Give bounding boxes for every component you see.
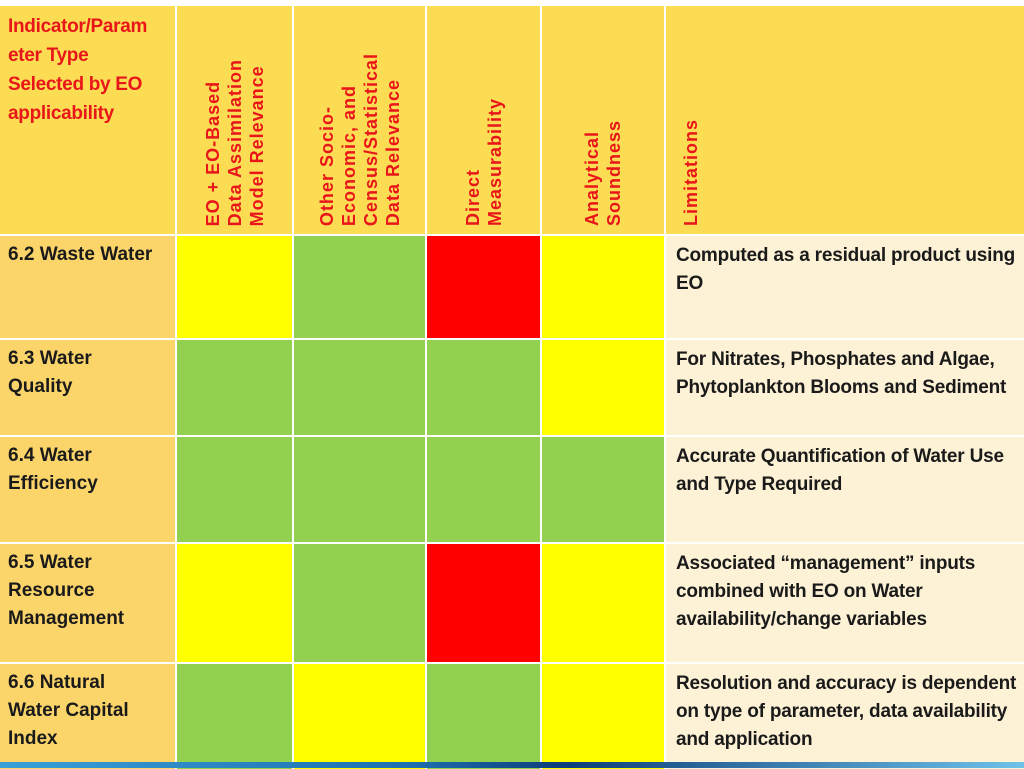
rating-cell [294,340,425,435]
rating-cell [427,437,540,542]
rating-cell [427,664,540,769]
rating-cell [542,544,664,662]
rating-cell [542,664,664,769]
limitation-text: For Nitrates, Phosphates and Algae, Phyt… [666,340,1024,435]
header-label: Limitations [681,118,701,226]
rating-cell [294,437,425,542]
header-label: Analytical Soundness [582,119,624,226]
corner-line: Indicator/Param [8,16,148,37]
header-eo-model-relevance: EO + EO-Based Data Assimilation Model Re… [177,6,292,234]
header-analytical-soundness: Analytical Soundness [542,6,664,234]
rating-cell [427,544,540,662]
row-label: 6.5 Water Resource Management [0,544,175,662]
limitation-text: Associated “management” inputs combined … [666,544,1024,662]
limitation-text: Computed as a residual product using EO [666,236,1024,338]
header-direct-measurability: Direct Measurability [427,6,540,234]
corner-header: Indicator/Param eter Type Selected by EO… [0,6,175,234]
rating-cell [542,236,664,338]
rating-cell [177,664,292,769]
corner-line: Selected by EO [8,74,143,95]
rating-cell [542,340,664,435]
corner-line: eter Type [8,45,89,66]
eo-applicability-table: Indicator/Param eter Type Selected by EO… [0,6,1024,769]
row-label: 6.2 Waste Water [0,236,175,338]
row-label: 6.4 Water Efficiency [0,437,175,542]
row-label: 6.6 Natural Water Capital Index [0,664,175,769]
rating-cell [427,236,540,338]
rating-cell [427,340,540,435]
header-label: Other Socio- Economic, and Census/Statis… [316,52,403,226]
rating-cell [177,340,292,435]
header-limitations: Limitations [666,6,1024,234]
corner-line: applicability [8,103,114,124]
rating-cell [177,236,292,338]
row-label: 6.3 Water Quality [0,340,175,435]
rating-cell [294,664,425,769]
header-label: Direct Measurability [462,97,505,226]
rating-cell [294,544,425,662]
header-socio-economic-relevance: Other Socio- Economic, and Census/Statis… [294,6,425,234]
rating-cell [294,236,425,338]
rating-cell [177,544,292,662]
limitation-text: Accurate Quantification of Water Use and… [666,437,1024,542]
slide-footer-strip [0,762,1024,768]
limitation-text: Resolution and accuracy is dependent on … [666,664,1024,769]
rating-cell [177,437,292,542]
rating-cell [542,437,664,542]
header-label: EO + EO-Based Data Assimilation Model Re… [202,58,267,226]
